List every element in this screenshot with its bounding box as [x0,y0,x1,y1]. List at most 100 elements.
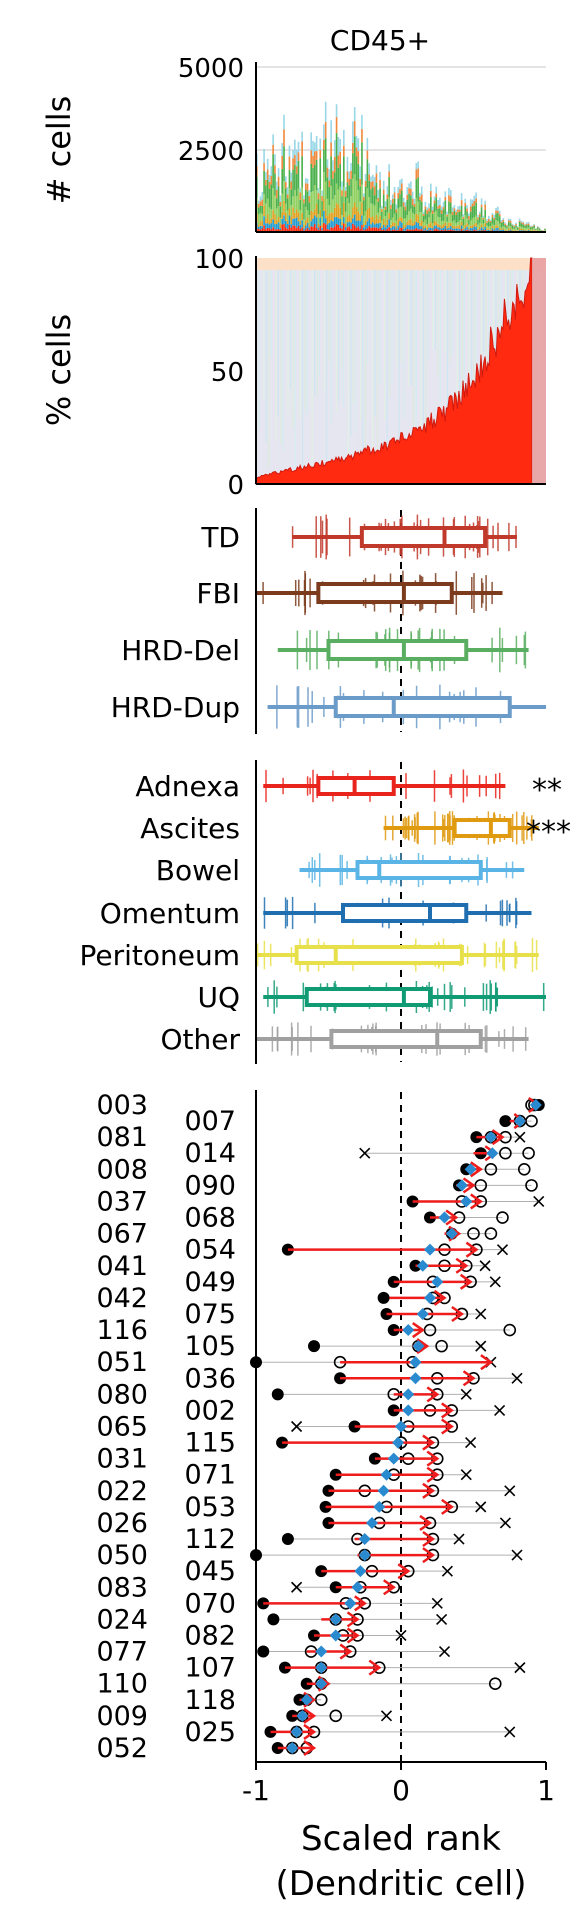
patient-point-filled [271,1388,284,1401]
patient-point-open [503,1323,517,1337]
count-bar-segment [484,200,487,205]
percent-stripe [490,258,492,385]
count-bar-segment [333,207,336,218]
count-bar-segment [439,227,441,231]
count-bar-segment [275,229,278,232]
count-bar-segment [437,223,439,228]
count-bar-segment [460,216,463,222]
count-bar-segment [488,221,490,227]
percent-stripe [408,258,410,387]
count-bar-segment [372,187,374,205]
x-axis-label-line2: (Dendritic cell) [276,1864,527,1904]
percent-stripe [417,258,420,431]
patients-panel: 003 007 081 014 008 090 037 068 067 054 041 049 042 0… [96,1090,555,1904]
count-bar-segment [384,223,387,228]
count-bar-segment [430,197,432,213]
patient-arrow-head [346,1611,360,1628]
count-bar-segment [486,230,488,232]
patient-point-cross [504,1485,516,1497]
patient-median-marker [416,1259,429,1272]
count-bar-segment [297,160,300,189]
count-bar-segment [315,203,318,218]
count-bar-segment [339,138,342,152]
percent-stripe [362,258,364,468]
count-bar-segment [480,204,483,208]
count-bar-segment [290,181,293,190]
count-bar-segment [399,221,401,228]
site-label-bowel: Bowel [156,854,240,887]
count-bar-segment [477,214,479,218]
count-bar-segment [381,206,383,210]
x-tick-label-neg1: -1 [242,1774,270,1807]
count-bar-segment [290,205,293,217]
count-bar-segment [453,205,456,209]
count-bar-segment [303,195,305,200]
percent-stripe [401,258,403,363]
count-bar-segment [373,219,376,225]
patient-row-041: 041 [96,1251,491,1282]
count-bar-segment [473,226,476,230]
count-bar-segment [286,198,289,211]
count-bar-segment [475,192,477,199]
percent-stripe [306,258,308,415]
count-bar-segment [435,222,438,226]
count-bar-segment [381,212,383,221]
percent-stripe [422,258,424,458]
count-bar-segment [446,228,448,231]
percent-stripe [451,258,453,355]
percent-stripe [272,258,275,472]
count-bar-segment [270,184,273,210]
count-bar-segment [478,229,481,231]
count-bar-segment [415,221,418,229]
percent-stripe [434,258,437,350]
count-bar-segment [388,219,390,228]
count-bar-segment [257,200,260,204]
count-bar-segment [448,201,450,214]
count-bar-segment [265,185,267,204]
patient-point-cross [380,1710,393,1722]
count-bar-segment [406,215,409,222]
count-bar-segment [433,225,436,230]
count-bar-segment [288,188,291,209]
count-bar-segment [274,195,276,215]
count-bar-segment [259,225,262,230]
count-bar-segment [343,223,345,232]
count-bar-segment [469,199,472,207]
count-bar-segment [315,228,318,232]
count-bar-segment [538,230,541,231]
count-bar-segment [460,200,463,206]
count-bar-segment [397,198,400,209]
site-iqr-box [294,945,464,965]
count-bar-segment [362,227,365,231]
count-bar-segment [390,204,392,209]
count-bar-segment [417,223,419,230]
count-bar-segment [344,196,347,212]
count-bar-segment [384,206,387,210]
patient-row-045: 045 [184,1556,453,1587]
patient-arrow-head [397,1563,411,1580]
count-bar-segment [498,229,501,231]
count-bar-segment [310,221,313,227]
patient-id-label: 050 [96,1540,148,1571]
count-bar-segment [326,177,329,199]
count-bar-segment [484,217,487,224]
count-bar-segment [337,224,340,232]
count-bar-segment [417,215,419,223]
count-bar-segment [270,166,273,177]
count-bar-segment [332,212,334,222]
count-bar-segment [297,225,300,232]
count-bar-segment [520,228,523,231]
count-bar-segment [406,221,409,226]
count-bar-segment [444,225,447,230]
count-bar-segment [491,212,494,215]
patient-point-cross [475,1340,487,1352]
count-bar-segment [522,230,525,232]
percent-stripe [287,258,289,414]
patient-median-marker [366,1516,378,1529]
count-bar-segment [292,196,294,208]
count-bar-segment [372,204,374,217]
count-bar-segment [343,145,345,157]
percent-stripe [386,258,388,447]
count-bar-segment [350,196,352,218]
count-bar-segment [524,223,526,225]
